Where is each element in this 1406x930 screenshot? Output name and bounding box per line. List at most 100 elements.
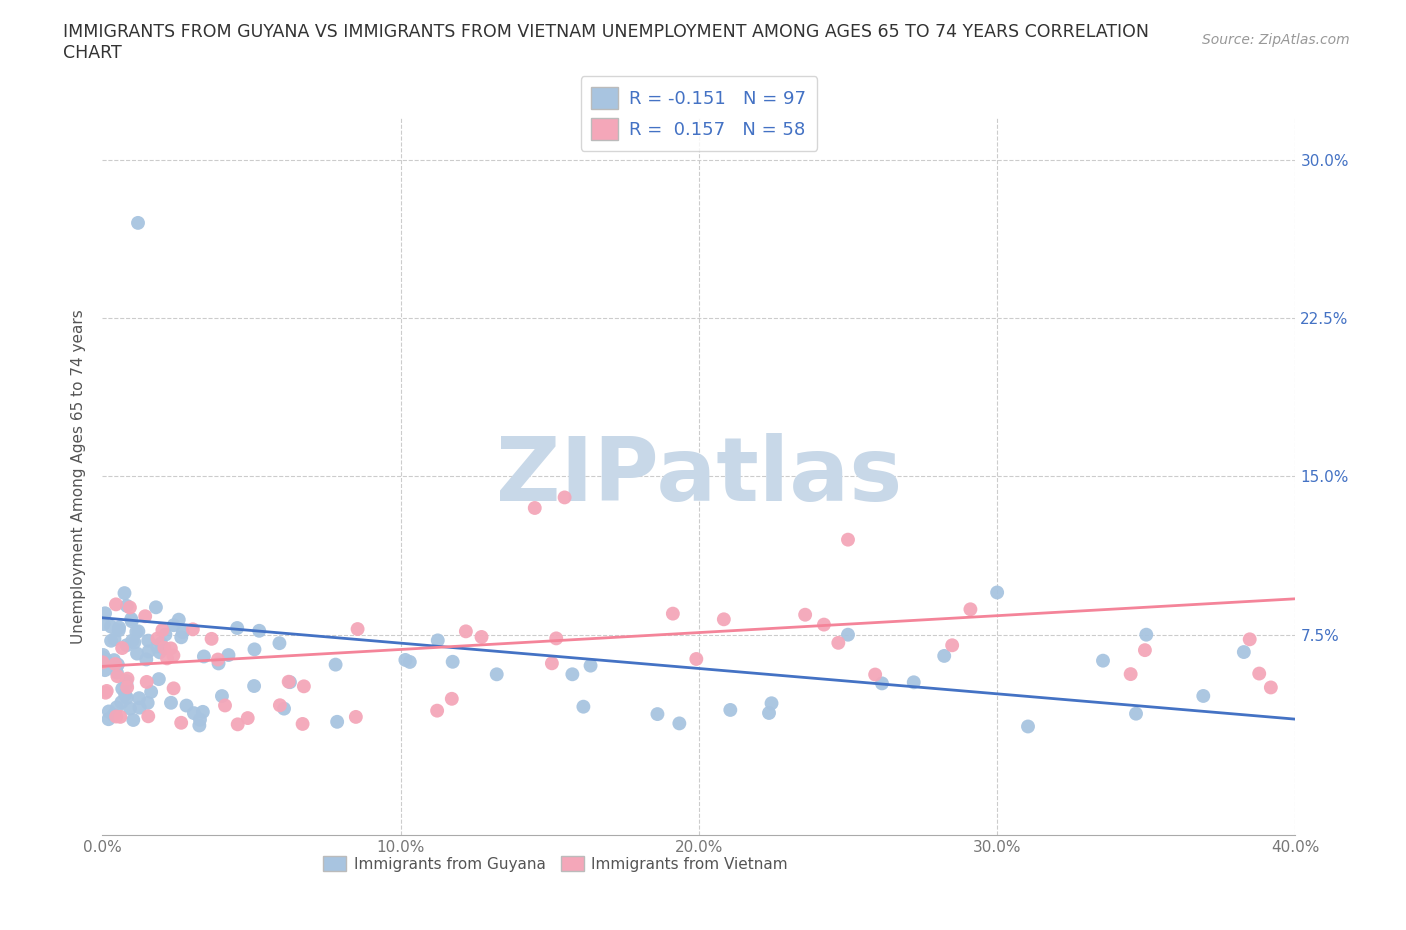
Point [346, 621, 368, 636]
Point [718, 702, 741, 717]
Point [226, 620, 249, 635]
Point [103, 708, 125, 723]
Point [662, 606, 685, 621]
Point [136, 696, 159, 711]
Point [1135, 627, 1157, 642]
Point [117, 671, 139, 686]
Point [579, 658, 602, 673]
Point [167, 612, 190, 627]
Point [110, 695, 132, 710]
Point [91, 647, 114, 662]
Point [394, 653, 416, 668]
Point [441, 655, 464, 670]
Point [1233, 644, 1256, 659]
Point [149, 636, 172, 651]
Point [110, 710, 132, 724]
Point [114, 687, 136, 702]
Point [1091, 653, 1114, 668]
Point [188, 718, 211, 733]
Legend: Immigrants from Guyana, Immigrants from Vietnam: Immigrants from Guyana, Immigrants from … [318, 850, 794, 878]
Point [128, 691, 150, 706]
Point [160, 641, 183, 656]
Point [485, 667, 508, 682]
Text: ZIPatlas: ZIPatlas [496, 432, 903, 520]
Point [426, 633, 449, 648]
Point [146, 631, 169, 646]
Point [103, 653, 125, 668]
Point [111, 641, 134, 656]
Point [149, 644, 172, 659]
Point [152, 623, 174, 638]
Point [118, 701, 141, 716]
Point [114, 586, 136, 601]
Point [148, 671, 170, 686]
Point [200, 631, 222, 646]
Point [191, 704, 214, 719]
Point [523, 500, 546, 515]
Point [813, 618, 835, 632]
Point [761, 696, 783, 711]
Point [291, 716, 314, 731]
Point [135, 674, 157, 689]
Point [325, 658, 347, 672]
Point [188, 712, 211, 727]
Point [111, 682, 134, 697]
Point [93, 617, 115, 631]
Point [243, 642, 266, 657]
Point [94, 605, 117, 620]
Point [105, 665, 128, 680]
Point [104, 597, 127, 612]
Point [1017, 719, 1039, 734]
Point [170, 630, 193, 644]
Point [207, 656, 229, 671]
Point [136, 633, 159, 648]
Point [269, 698, 291, 712]
Point [105, 700, 128, 715]
Point [827, 635, 849, 650]
Point [96, 684, 118, 698]
Point [277, 674, 299, 689]
Point [292, 679, 315, 694]
Point [135, 652, 157, 667]
Point [1119, 667, 1142, 682]
Text: Source: ZipAtlas.com: Source: ZipAtlas.com [1202, 33, 1350, 46]
Point [218, 647, 240, 662]
Point [1239, 631, 1261, 646]
Point [1260, 680, 1282, 695]
Point [713, 612, 735, 627]
Point [247, 623, 270, 638]
Point [121, 633, 143, 648]
Point [193, 649, 215, 664]
Point [398, 655, 420, 670]
Point [326, 714, 349, 729]
Point [105, 709, 128, 724]
Point [134, 609, 156, 624]
Point [269, 636, 291, 651]
Point [183, 706, 205, 721]
Point [454, 624, 477, 639]
Point [273, 701, 295, 716]
Point [794, 607, 817, 622]
Point [115, 680, 138, 695]
Point [172, 625, 194, 640]
Point [97, 704, 120, 719]
Point [120, 612, 142, 627]
Point [128, 700, 150, 715]
Point [176, 698, 198, 713]
Point [127, 216, 149, 231]
Point [125, 646, 148, 661]
Point [91, 650, 114, 665]
Point [758, 706, 780, 721]
Point [118, 600, 141, 615]
Point [162, 648, 184, 663]
Point [554, 490, 576, 505]
Point [181, 622, 204, 637]
Point [426, 703, 449, 718]
Point [122, 712, 145, 727]
Point [903, 675, 925, 690]
Point [115, 673, 138, 688]
Point [136, 709, 159, 724]
Point [139, 684, 162, 699]
Point [1125, 706, 1147, 721]
Point [170, 715, 193, 730]
